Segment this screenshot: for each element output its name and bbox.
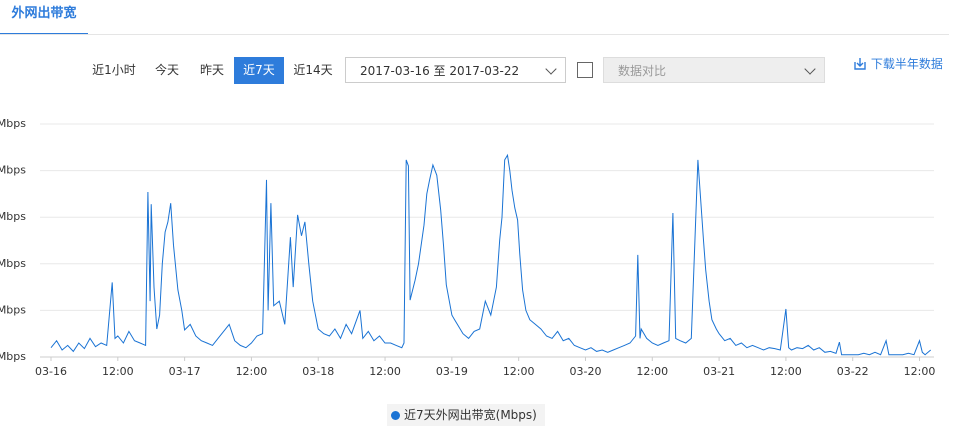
chart: Mbps Mbps Mbps Mbps Mbps Mbps 03-16 12:00 03-17 1… xyxy=(0,117,936,378)
time-filter-button[interactable]: 今天 xyxy=(154,63,179,77)
compare-text: 数据对比 xyxy=(618,64,667,78)
download-icon xyxy=(854,58,866,70)
y-tick-label: Mbps xyxy=(0,303,26,316)
time-filter-button[interactable]: 近7天 xyxy=(234,57,284,84)
x-tick-label: 03-17 xyxy=(169,365,201,378)
time-filter-button[interactable]: 昨天 xyxy=(199,63,224,77)
x-tick-label: 12:00 xyxy=(636,365,668,378)
download-link[interactable]: 下载半年数据 xyxy=(853,55,943,72)
series-line xyxy=(50,153,932,356)
x-tick-label: 12:00 xyxy=(503,365,535,378)
time-filter-button[interactable]: 近1小时 xyxy=(92,63,136,77)
y-tick-label: Mbps xyxy=(0,257,26,270)
x-tick-label: 03-19 xyxy=(436,365,468,378)
y-tick-label: Mbps xyxy=(0,164,26,177)
date-range-select[interactable]: 2017-03-16 至 2017-03-22 xyxy=(345,57,566,83)
tab-divider xyxy=(0,34,949,35)
legend-swatch xyxy=(391,411,400,420)
x-tick-label: 12:00 xyxy=(102,365,134,378)
compare-checkbox[interactable] xyxy=(577,62,593,78)
time-filter-button[interactable]: 近14天 xyxy=(293,63,333,77)
legend[interactable]: 近7天外网出带宽(Mbps) xyxy=(387,404,545,426)
x-tick-label: 03-20 xyxy=(569,365,601,378)
x-tick-label: 03-21 xyxy=(703,365,735,378)
x-tick-label: 03-16 xyxy=(35,365,67,378)
compare-select: 数据对比 xyxy=(603,57,825,83)
y-tick-label: Mbps xyxy=(0,350,26,363)
x-tick-label: 03-18 xyxy=(302,365,334,378)
x-tick-label: 12:00 xyxy=(369,365,401,378)
y-tick-label: Mbps xyxy=(0,117,26,130)
date-range-text: 2017-03-16 至 2017-03-22 xyxy=(360,64,520,78)
x-tick-label: 12:00 xyxy=(236,365,268,378)
download-text: 下载半年数据 xyxy=(870,57,943,71)
x-tick-label: 12:00 xyxy=(904,365,936,378)
x-tick-label: 03-22 xyxy=(837,365,869,378)
legend-label: 近7天外网出带宽(Mbps) xyxy=(404,408,537,422)
y-tick-label: Mbps xyxy=(0,210,26,223)
x-tick-label: 12:00 xyxy=(770,365,802,378)
